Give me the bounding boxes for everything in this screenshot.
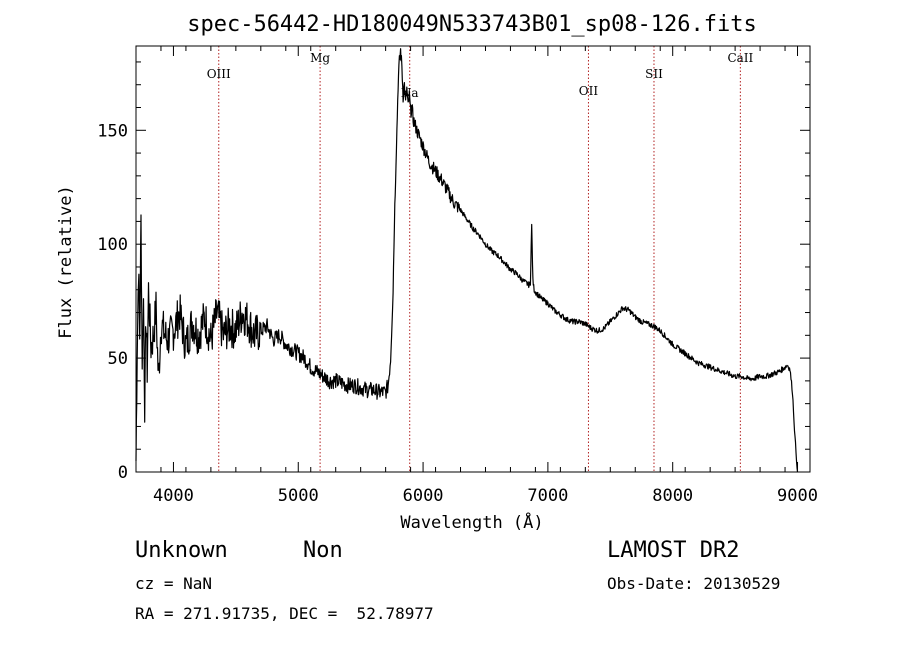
axis-tick-labels: 4000 5000 6000 7000 8000 9000 0 50 100 150 bbox=[97, 121, 818, 506]
survey-name: LAMOST DR2 bbox=[607, 538, 740, 563]
observation-date: Obs-Date: 20130529 bbox=[607, 574, 781, 593]
x-tick-label: 5000 bbox=[278, 486, 319, 506]
spectral-line-label-mg: Mg bbox=[310, 51, 330, 65]
y-axis-label: Flux (relative) bbox=[56, 185, 76, 339]
y-tick-label: 100 bbox=[97, 235, 128, 255]
y-tick-label: 50 bbox=[108, 349, 128, 369]
spectral-line-label-oii: OII bbox=[579, 84, 599, 98]
axis-ticks bbox=[135, 46, 811, 473]
y-tick-label: 0 bbox=[118, 463, 128, 483]
object-class: Unknown bbox=[135, 538, 228, 563]
coordinates: RA = 271.91735, DEC = 52.78977 bbox=[135, 604, 434, 623]
x-tick-label: 4000 bbox=[153, 486, 194, 506]
x-tick-label: 7000 bbox=[527, 486, 568, 506]
plot-frame bbox=[135, 45, 811, 473]
y-tick-label: 150 bbox=[97, 121, 128, 141]
spectrum-series-line bbox=[135, 48, 799, 473]
spectral-line-label-oiii: OIII bbox=[207, 67, 231, 81]
x-tick-label: 8000 bbox=[652, 486, 693, 506]
chart-title: spec-56442-HD180049N533743B01_sp08-126.f… bbox=[187, 12, 757, 37]
redshift-cz: cz = NaN bbox=[135, 574, 213, 593]
spectral-line-label-sii: SII bbox=[645, 67, 663, 81]
spectral-line-label-caii: CaII bbox=[727, 51, 753, 65]
x-tick-label: 9000 bbox=[777, 486, 818, 506]
x-axis-label: Wavelength (Å) bbox=[400, 511, 543, 533]
x-tick-label: 6000 bbox=[403, 486, 444, 506]
object-subclass: Non bbox=[303, 538, 343, 563]
